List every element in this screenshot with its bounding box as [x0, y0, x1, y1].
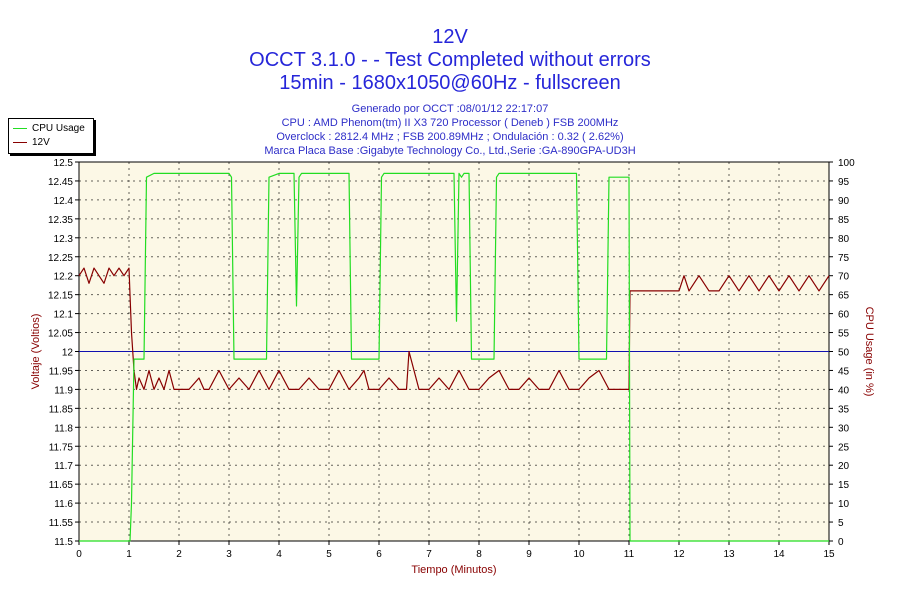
y-tick-label: 11.8 [54, 423, 73, 434]
y2-tick-label: 40 [838, 385, 850, 396]
y-tick-label: 11.95 [49, 366, 74, 377]
x-tick-label: 7 [426, 549, 432, 560]
y-tick-label: 12.15 [48, 291, 73, 302]
y2-tick-label: 60 [838, 310, 850, 321]
y-tick-label: 11.5 [54, 537, 73, 548]
system-info-block: Generado por OCCT :08/01/12 22:17:07 CPU… [0, 102, 900, 158]
x-tick-label: 13 [723, 549, 735, 560]
y-tick-label: 11.65 [49, 480, 74, 491]
y2-tick-label: 55 [838, 329, 850, 340]
y2-tick-label: 0 [838, 537, 844, 548]
x-tick-label: 6 [376, 549, 382, 560]
y-tick-label: 12.3 [54, 234, 74, 245]
y-axis-label: Voltaje (Voltios) [30, 314, 42, 390]
chart-subtitle-test-status: OCCT 3.1.0 - - Test Completed without er… [249, 49, 651, 71]
x-tick-label: 9 [526, 549, 532, 560]
y2-tick-label: 75 [838, 253, 850, 264]
y2-tick-label: 80 [838, 234, 850, 245]
series-line-12v [78, 267, 830, 390]
x-tick-label: 2 [176, 549, 182, 560]
y-tick-label: 11.75 [49, 442, 74, 453]
x-tick-label: 8 [476, 549, 482, 560]
chart-title: 12V [432, 26, 468, 48]
series-line-cpu-usage [79, 172, 829, 542]
x-tick-label: 5 [326, 549, 332, 560]
x-tick-label: 12 [673, 549, 685, 560]
y-tick-label: 12.5 [54, 158, 74, 169]
y2-tick-label: 95 [838, 177, 850, 188]
y-tick-label: 11.6 [54, 499, 73, 510]
chart-title-block: 12V OCCT 3.1.0 - - Test Completed withou… [0, 26, 900, 95]
motherboard-info: Marca Placa Base :Gigabyte Technology Co… [264, 145, 636, 157]
y2-tick-label: 10 [838, 499, 850, 510]
y-tick-label: 12.4 [54, 196, 74, 207]
y2-tick-label: 5 [838, 518, 844, 529]
x-tick-label: 14 [773, 549, 785, 560]
y-tick-label: 11.7 [54, 461, 73, 472]
legend-item-cpu-usage: CPU Usage [13, 122, 85, 135]
y-tick-label: 12.1 [54, 310, 74, 321]
legend-label-cpu-usage: CPU Usage [32, 123, 85, 134]
y2-tick-label: 45 [838, 366, 850, 377]
legend-item-12v: 12V [13, 136, 50, 149]
y-tick-label: 12.25 [48, 253, 73, 264]
x-tick-label: 15 [823, 549, 835, 560]
y-tick-label: 11.85 [49, 404, 74, 415]
y2-tick-label: 100 [838, 158, 855, 169]
overclock-info: Overclock : 2812.4 MHz ; FSB 200.89MHz ;… [276, 131, 624, 143]
cpu-info: CPU : AMD Phenom(tm) II X3 720 Processor… [281, 117, 619, 129]
generated-info: Generado por OCCT :08/01/12 22:17:07 [351, 103, 549, 115]
x-tick-label: 11 [624, 549, 635, 560]
x-axis-label: Tiempo (Minutos) [411, 564, 496, 576]
y2-tick-label: 85 [838, 215, 850, 226]
y-tick-label: 11.55 [49, 518, 74, 529]
legend-swatch-12v [13, 142, 27, 143]
legend-label-12v: 12V [32, 137, 50, 148]
y-tick-label: 12.45 [48, 177, 73, 188]
x-tick-label: 10 [573, 549, 585, 560]
x-tick-label: 0 [76, 549, 82, 560]
chart-legend: CPU Usage 12V [8, 118, 94, 154]
legend-swatch-cpu-usage [13, 128, 27, 129]
y2-tick-label: 90 [838, 196, 850, 207]
y2-tick-label: 20 [838, 461, 850, 472]
y-tick-label: 12.2 [54, 272, 74, 283]
x-tick-label: 4 [276, 549, 282, 560]
chart-subtitle-resolution: 15min - 1680x1050@60Hz - fullscreen [279, 72, 621, 94]
y2-tick-label: 70 [838, 272, 850, 283]
y-tick-label: 12.05 [48, 329, 73, 340]
y-tick-label: 12 [62, 348, 74, 359]
y2-axis-label: CPU Usage (in %) [863, 307, 875, 397]
y-tick-label: 12.35 [48, 215, 73, 226]
y2-tick-label: 65 [838, 291, 850, 302]
y2-tick-label: 25 [838, 442, 850, 453]
y2-tick-label: 50 [838, 348, 850, 359]
y2-tick-label: 30 [838, 423, 850, 434]
y-tick-label: 11.9 [54, 385, 73, 396]
y2-tick-label: 15 [838, 480, 850, 491]
y2-tick-label: 35 [838, 404, 850, 415]
x-tick-label: 3 [226, 549, 232, 560]
x-tick-label: 1 [126, 549, 132, 560]
